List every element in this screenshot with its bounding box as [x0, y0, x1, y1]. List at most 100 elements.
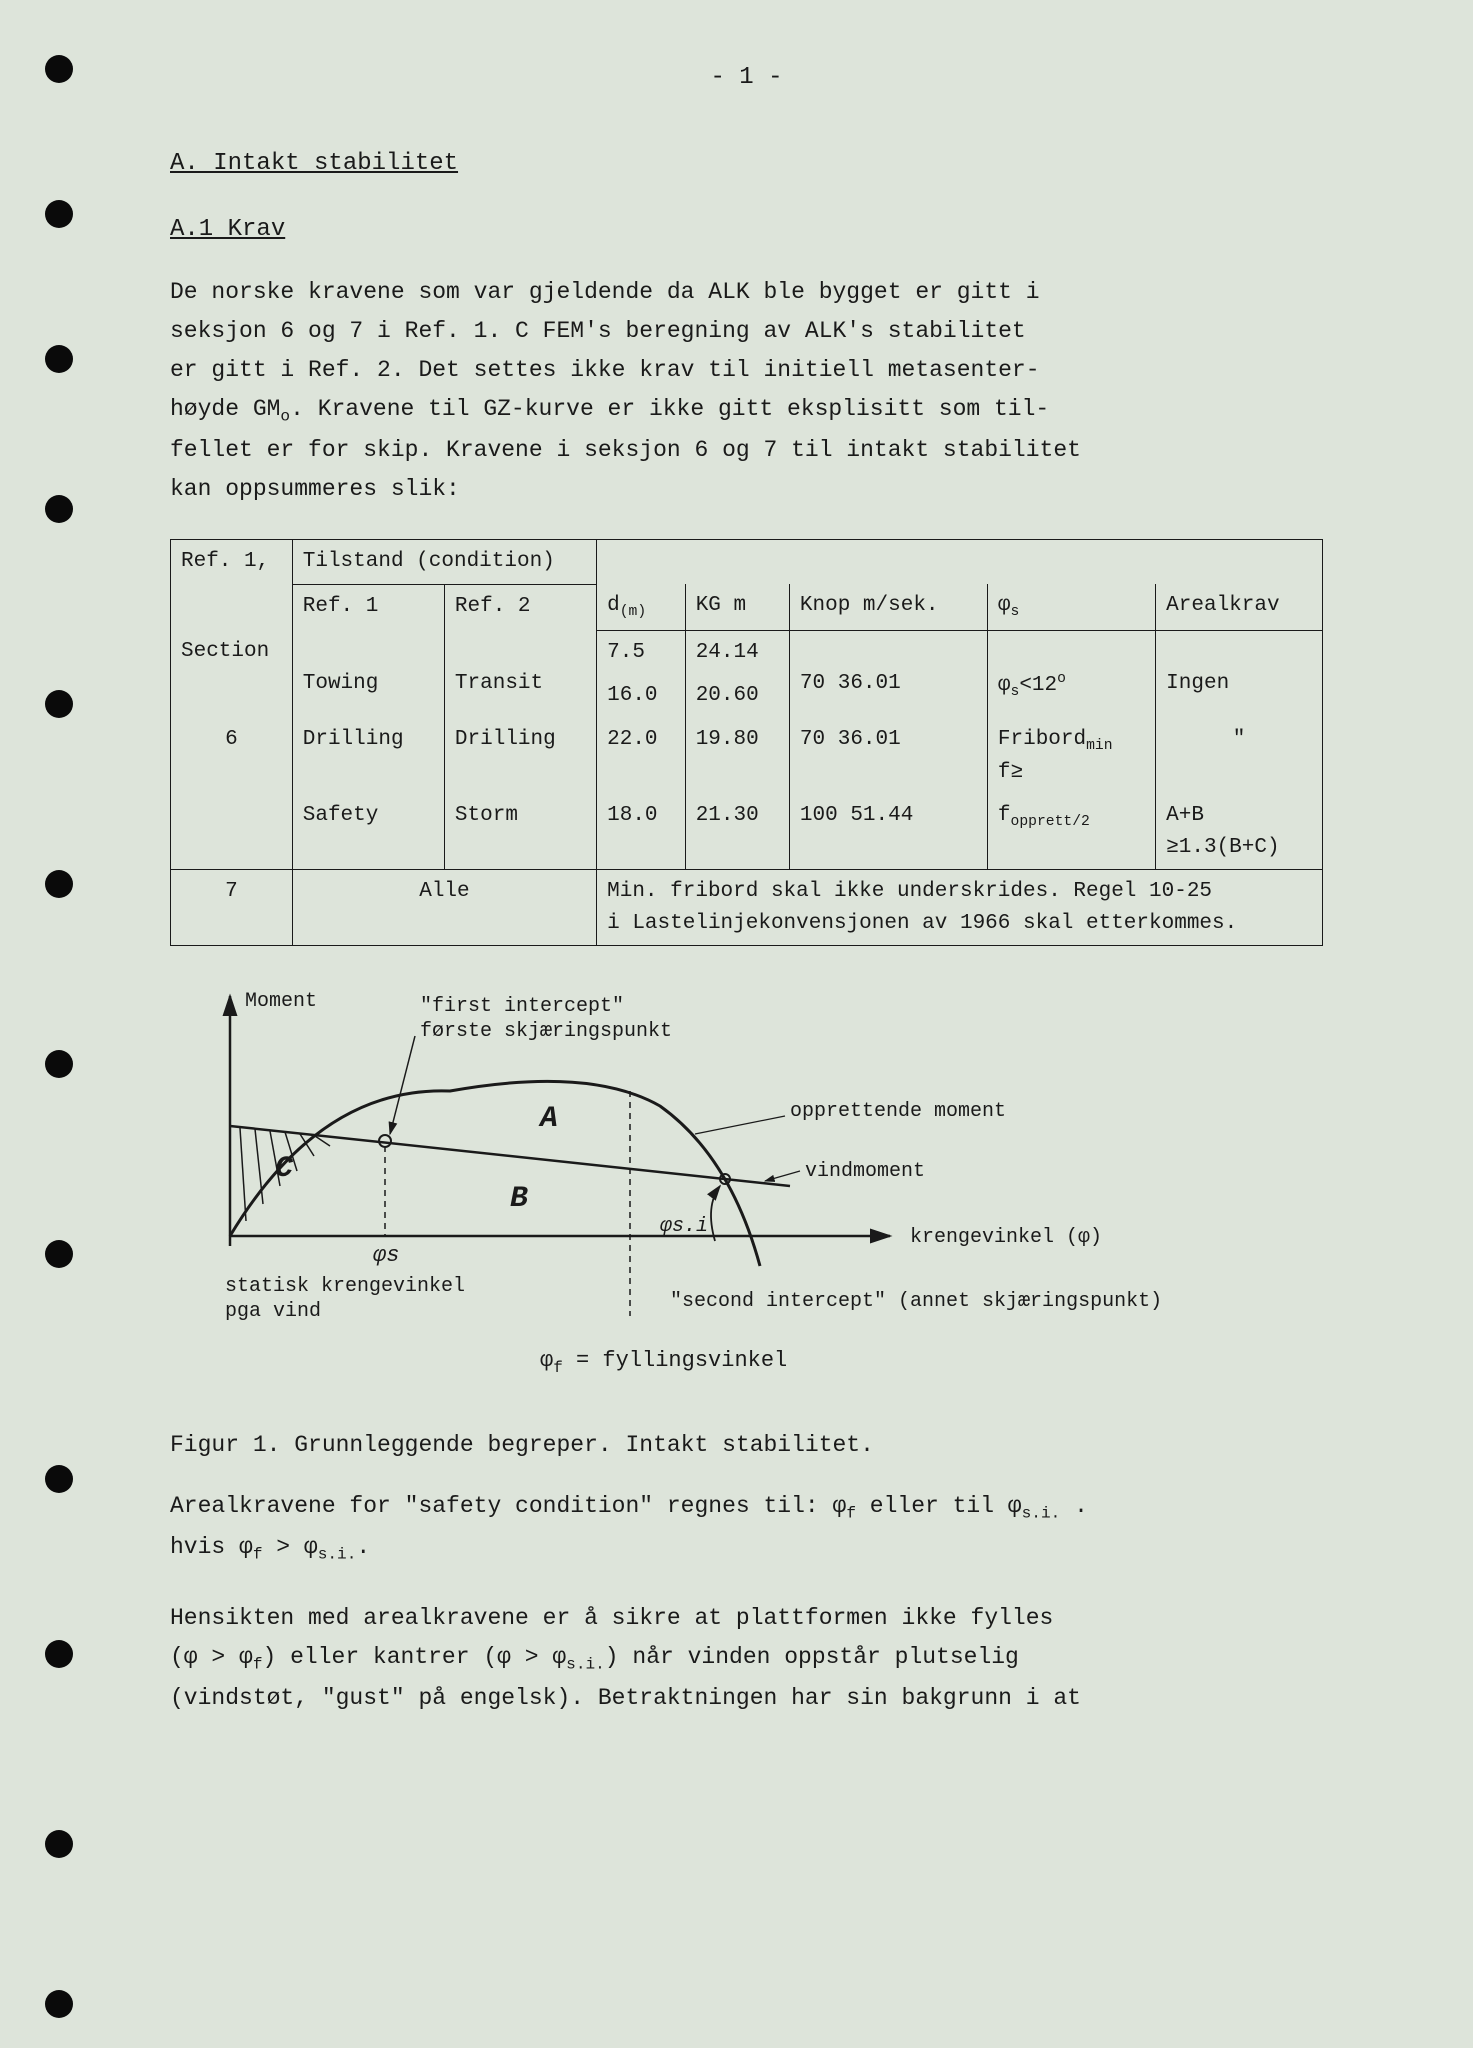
paragraph-3: Hensikten med arealkravene er å sikre at…: [170, 1599, 1323, 1718]
static-heel-l2: pga vind: [225, 1300, 321, 1323]
td-sec6: 6: [171, 718, 293, 795]
td-d2: 16.0: [597, 674, 686, 718]
th-ref2: Ref. 2: [444, 584, 596, 630]
th-tilstand: Tilstand (condition): [292, 540, 596, 585]
td-ar34: A+B≥1.3(B+C): [1156, 794, 1323, 870]
y-axis-label: Moment: [245, 990, 317, 1013]
region-b-label: B: [510, 1182, 528, 1216]
p2-l2c: .: [356, 1534, 370, 1560]
th-arealkrav: Arealkrav: [1156, 584, 1323, 630]
punch-hole: [45, 1240, 73, 1268]
td-kn1: 70 36.01: [789, 630, 987, 718]
p2c: .: [1060, 1493, 1088, 1519]
p1-l5: fellet er for skip. Kravene i seksjon 6 …: [170, 437, 1081, 463]
td-phi2: Fribordminf≥: [987, 718, 1155, 795]
td-towing: Towing: [292, 630, 444, 718]
phi-f-sub: f: [553, 1359, 563, 1377]
requirements-table: Ref. 1, Tilstand (condition) Ref. 1 Ref.…: [170, 539, 1323, 946]
paragraph-2: Arealkravene for "safety condition" regn…: [170, 1487, 1323, 1569]
p2-l2b: > φ: [263, 1534, 318, 1560]
th-knop: Knop m/sek.: [789, 584, 987, 630]
p1-l4b: . Kravene til GZ-kurve er ikke gitt eksp…: [290, 396, 1049, 422]
punch-hole: [45, 1050, 73, 1078]
th-ref1b: Ref. 1: [292, 584, 444, 630]
th-kg: KG m: [685, 584, 789, 630]
p3-l2b: ) eller kantrer (φ > φ: [263, 1644, 567, 1670]
p1-l2: seksjon 6 og 7 i Ref. 1. C FEM's beregni…: [170, 318, 1026, 344]
td-drilling: Drilling: [292, 718, 444, 795]
phi-f-eq: = fyllingsvinkel: [563, 1348, 787, 1373]
heading-a1: A.1 Krav: [170, 212, 1323, 248]
punch-hole: [45, 870, 73, 898]
p2-sub2: s.i.: [1022, 1505, 1061, 1523]
td-kg1: 24.14: [685, 630, 789, 674]
document-page: - 1 - A. Intakt stabilitet A.1 Krav De n…: [0, 0, 1473, 2048]
punch-hole: [45, 1830, 73, 1858]
p1-l3: er gitt i Ref. 2. Det settes ikke krav t…: [170, 357, 1040, 383]
svg-text:φf = fyllingsvinkel: φf = fyllingsvinkel: [540, 1348, 787, 1377]
punch-hole: [45, 1640, 73, 1668]
p2-l2-sub1: f: [253, 1546, 263, 1564]
paragraph-1: De norske kravene som var gjeldende da A…: [170, 273, 1323, 509]
p2-sub1: f: [846, 1505, 856, 1523]
first-intercept-l2: første skjæringspunkt: [420, 1020, 672, 1043]
p3-l2-sub2: s.i.: [566, 1656, 605, 1674]
td-d4: 18.0: [597, 794, 686, 870]
figure-1: Moment C A B "first intercept" førs: [170, 976, 1323, 1408]
td-alle: Alle: [292, 870, 596, 946]
punch-hole: [45, 345, 73, 373]
punch-hole: [45, 495, 73, 523]
phi-si-label: φs.i: [660, 1215, 708, 1238]
td-d1: 7.5: [597, 630, 686, 674]
td-kg4: 21.30: [685, 794, 789, 870]
p2a: Arealkravene for "safety condition" regn…: [170, 1493, 846, 1519]
td-section: Section: [171, 630, 293, 674]
static-heel-l1: statisk krengevinkel: [225, 1275, 465, 1298]
punch-hole: [45, 1465, 73, 1493]
phi-f-sym: φ: [540, 1348, 553, 1373]
p3-l1: Hensikten med arealkravene er å sikre at…: [170, 1605, 1053, 1631]
first-intercept-l1: "first intercept": [420, 995, 624, 1018]
p1-l4-sub: o: [280, 408, 290, 426]
p3-l2c: ) når vinden oppstår plutselig: [605, 1644, 1019, 1670]
td-d3: 22.0: [597, 718, 686, 795]
x-axis-label: krengevinkel (φ): [910, 1226, 1102, 1249]
page-number: - 1 -: [170, 60, 1323, 96]
region-a-label: A: [538, 1102, 558, 1136]
p3-l2-sub1: f: [253, 1656, 263, 1674]
phi-s-label: φs: [373, 1243, 399, 1268]
righting-moment-label: opprettende moment: [790, 1100, 1006, 1123]
second-intercept-label: "second intercept" (annet skjæringspunkt…: [670, 1290, 1162, 1313]
td-sec7: 7: [171, 870, 293, 946]
p3-l3: (vindstøt, "gust" på engelsk). Betraktni…: [170, 1685, 1081, 1711]
th-d: d(m): [597, 584, 686, 630]
td-kg3: 19.80: [685, 718, 789, 795]
region-c-label: C: [275, 1152, 294, 1186]
stability-diagram: Moment C A B "first intercept" førs: [170, 976, 1270, 1396]
punch-hole: [45, 690, 73, 718]
td-ar1: Ingen: [1156, 630, 1323, 718]
th-ref1: Ref. 1,: [171, 540, 293, 585]
td-storm: Storm: [444, 794, 596, 870]
th-phi: φs: [987, 584, 1155, 630]
td-kn3: 70 36.01: [789, 718, 987, 795]
p1-l6: kan oppsummeres slik:: [170, 476, 460, 502]
td-note: Min. fribord skal ikke underskrides. Reg…: [597, 870, 1323, 946]
p1-l1: De norske kravene som var gjeldende da A…: [170, 279, 1040, 305]
td-transit: Transit: [444, 630, 596, 718]
p3-l2a: (φ > φ: [170, 1644, 253, 1670]
p1-l4a: høyde GM: [170, 396, 280, 422]
figure-1-caption: Figur 1. Grunnleggende begreper. Intakt …: [170, 1428, 1323, 1463]
td-kn4: 100 51.44: [789, 794, 987, 870]
heading-a: A. Intakt stabilitet: [170, 146, 1323, 182]
p2-l2-sub2: s.i.: [318, 1546, 357, 1564]
punch-hole: [45, 55, 73, 83]
wind-moment-label: vindmoment: [805, 1160, 925, 1183]
p2-l2a: hvis φ: [170, 1534, 253, 1560]
td-ar2: ": [1156, 718, 1323, 795]
p2b: eller til φ: [856, 1493, 1022, 1519]
punch-hole: [45, 1990, 73, 2018]
td-drilling2: Drilling: [444, 718, 596, 795]
td-phi1: φs<12o: [987, 630, 1155, 718]
td-phi4: fopprett/2: [987, 794, 1155, 870]
